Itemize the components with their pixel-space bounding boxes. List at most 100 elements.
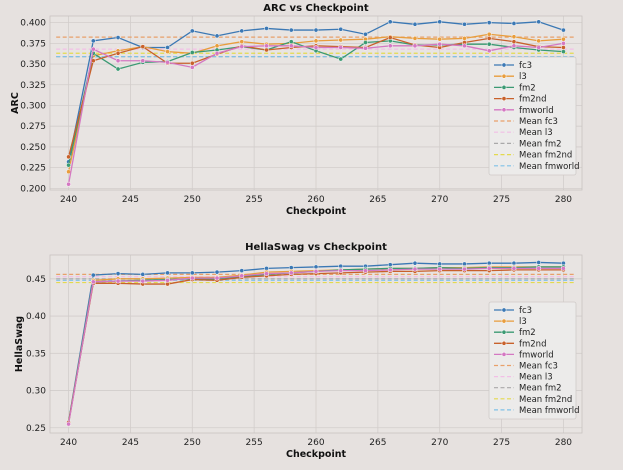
legend-item-l3: l3 [494,317,527,327]
data-point-fc3 [486,20,492,25]
legend-item-fm2: fm2 [494,328,536,338]
data-point-fmworld [165,277,170,283]
legend-marker [501,96,507,101]
data-point-fm2 [363,40,368,45]
arc-chart: 240 245 250 255 260 265 270 275 280 0.200 0.225 0.2… [10,3,583,217]
y-tick-label: 0.300 [20,101,46,111]
legend-label: Mean fm2nd [519,395,572,405]
legend-label: Mean fm2nd [519,151,572,161]
legend-label: Mean fmworld [519,162,580,172]
data-point-fm2nd [189,60,195,66]
legend-box [488,56,577,176]
data-point-fmworld [338,268,344,273]
data-point-fc3 [338,26,344,32]
data-point-fmworld [462,43,467,49]
y-tick-label: 0.35 [26,349,46,359]
legend-label: Mean fc3 [519,117,558,127]
hellaswag-chart: 240 245 250 255 260 265 270 275 280 0.25 0.30 0.35 0… [14,242,583,460]
data-point-fm2 [288,39,294,45]
legend-label: Mean fm2 [519,384,562,394]
data-point-fmworld [189,275,195,281]
legend-label: fmworld [519,106,554,116]
legend-item-mean-l3: Mean l3 [494,373,553,383]
data-point-fc3 [536,19,542,25]
data-point-fmworld [66,421,71,427]
legend-marker [501,62,507,68]
data-point-fmworld [214,50,220,56]
data-point-fmworld [437,41,443,47]
legend-label: Mean fm2 [519,139,562,149]
data-point-fc3 [437,19,443,25]
data-point-fmworld [264,43,269,49]
data-point-fc3 [511,21,517,26]
series-fc3 [66,19,566,165]
data-point-fmworld [264,271,269,276]
data-point-fmworld [140,278,146,284]
data-point-fm2nd [511,39,517,45]
legend-marker [501,85,507,90]
legend-marker [501,318,507,324]
data-point-fc3 [140,272,146,277]
data-point-fm2 [338,56,344,62]
y-tick-label: 0.375 [20,39,46,49]
x-tick-label: 280 [555,438,572,448]
x-tick-label: 270 [431,195,448,205]
legend-label: Mean fc3 [519,362,558,372]
data-point-fc3 [264,26,269,31]
legend-label: fmworld [519,350,554,360]
y-tick-label: 0.250 [20,143,46,153]
legend-label: fc3 [519,61,532,71]
x-tick-label: 265 [369,438,386,448]
legend-marker [501,329,507,335]
x-axis-label: Checkpoint [286,206,346,217]
legend-item-fm2nd: fm2nd [494,339,546,349]
data-point-fmworld [536,45,542,50]
legend-label: Mean l3 [519,373,553,383]
data-point-l3 [412,36,418,41]
legend-marker [501,340,507,346]
data-point-fmworld [387,267,393,273]
legend-marker [501,307,507,313]
legend-item-mean-fc3: Mean fc3 [494,117,558,127]
data-point-l3 [338,37,344,43]
data-point-fmworld [140,58,146,64]
data-point-fc3 [363,31,368,37]
data-point-fmworld [561,266,566,271]
y-tick-label: 0.325 [20,81,46,91]
data-point-fmworld [363,45,368,51]
data-point-fmworld [462,266,467,272]
legend-item-fm2nd: fm2nd [494,95,546,105]
data-point-fmworld [486,266,492,271]
data-point-fc3 [288,27,294,33]
legend-label: Mean fmworld [519,406,580,416]
data-point-fmworld [90,279,96,285]
legend-marker [501,352,507,357]
data-point-fc3 [90,38,96,44]
x-tick-label: 260 [307,195,324,205]
x-tick-label: 240 [60,195,77,205]
y-tick-label: 0.45 [26,275,46,285]
data-point-fm2nd [140,44,146,50]
legend-item-fmworld: fmworld [494,106,554,116]
series-l3 [66,31,566,175]
data-point-fc3 [165,270,170,276]
y-tick-label: 0.30 [26,387,46,397]
data-point-fc3 [214,33,220,39]
y-tick-label: 0.40 [26,312,46,322]
y-tick-label: 0.200 [20,184,46,194]
legend-item-mean-fm2: Mean fm2 [494,384,562,394]
data-point-fc3 [412,21,418,27]
data-point-fmworld [313,269,319,274]
data-point-fmworld [511,43,517,49]
chart-title: ARC vs Checkpoint [263,3,369,14]
data-point-l3 [536,38,542,44]
data-point-l3 [165,49,170,54]
data-point-fc3 [165,45,170,50]
data-point-fc3 [462,21,467,27]
data-point-fmworld [437,266,443,272]
data-point-fm2 [66,162,71,168]
legend-item-l3: l3 [494,72,527,82]
data-point-l3 [462,36,467,41]
